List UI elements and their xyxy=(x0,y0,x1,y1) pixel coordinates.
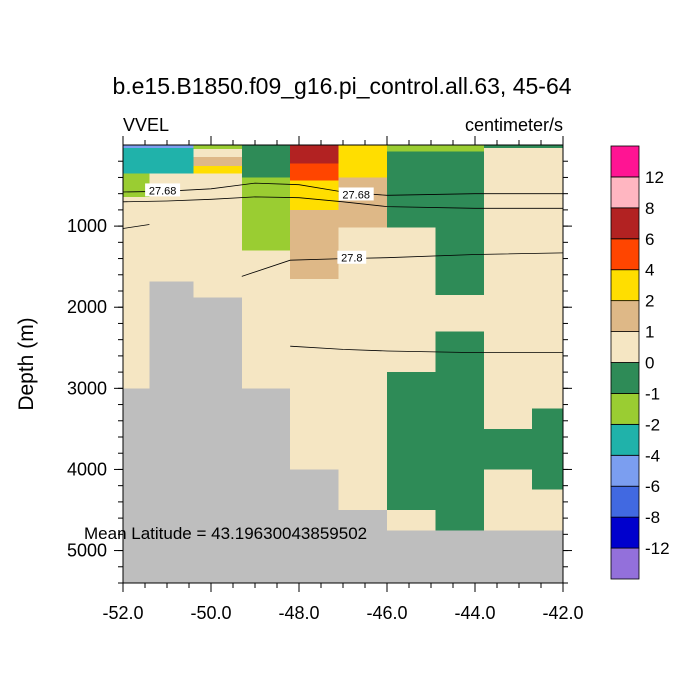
colorbar-swatch xyxy=(610,362,640,394)
contour-labels: 27.68 27.68 27.8 xyxy=(145,183,374,265)
data-cell xyxy=(290,209,339,279)
units-label: centimeter/s xyxy=(465,115,563,135)
colorbar-label: 0 xyxy=(645,354,654,373)
contour-line xyxy=(122,196,563,209)
data-cell xyxy=(532,408,563,490)
colorbar-swatch xyxy=(610,516,640,549)
land-mask xyxy=(387,530,563,583)
contour-label: 27.68 xyxy=(342,189,370,201)
data-cell xyxy=(193,166,242,174)
colorbar-label: 2 xyxy=(645,292,654,311)
colorbar-label: 1 xyxy=(645,323,654,342)
data-cell xyxy=(241,145,291,178)
contour-line xyxy=(122,224,150,229)
data-cell xyxy=(290,163,339,181)
y-tick-label: 1000 xyxy=(67,216,107,236)
colorbar-swatch xyxy=(610,300,640,332)
colorbar-label: -1 xyxy=(645,384,660,403)
data-cell xyxy=(435,331,484,531)
data-cell xyxy=(483,428,533,470)
contour-label-box xyxy=(145,183,181,197)
colorbar-swatch xyxy=(610,331,640,363)
data-cell xyxy=(387,151,484,228)
contour-label: 27.8 xyxy=(341,253,362,265)
data-cell xyxy=(123,145,194,149)
data-cell xyxy=(338,177,387,228)
colorbar-label: 6 xyxy=(645,230,654,249)
colorbar-swatch xyxy=(610,454,640,487)
axis-ticks: -52.0 -50.0 -48.0 -46.0 -44.0 -42.0 1000 2000 30… xyxy=(67,136,584,623)
colorbar-label: -2 xyxy=(645,415,660,434)
y-tick-label: 3000 xyxy=(67,378,107,398)
colorbar-swatch xyxy=(610,547,640,580)
data-cell xyxy=(338,145,387,178)
colorbar-swatch xyxy=(610,176,640,209)
y-tick-label: 4000 xyxy=(67,459,107,479)
x-tick-label: -48.0 xyxy=(278,603,319,623)
x-tick-label: -46.0 xyxy=(366,603,407,623)
y-tick-label: 2000 xyxy=(67,297,107,317)
contour-label: 27.68 xyxy=(149,185,177,197)
data-cell xyxy=(123,173,150,197)
contour-line xyxy=(290,345,563,354)
data-cell xyxy=(435,227,484,296)
data-cell xyxy=(387,372,436,510)
plot-area xyxy=(123,145,563,583)
colorbar-swatch xyxy=(610,485,640,518)
mean-latitude-annotation: Mean Latitude = 43.19630043859502 xyxy=(84,524,367,543)
land-mask xyxy=(123,388,150,583)
data-cell xyxy=(123,148,194,174)
land-mask xyxy=(290,469,339,583)
contour-label-box xyxy=(338,187,374,201)
land-mask xyxy=(193,297,242,583)
data-cell xyxy=(193,157,242,167)
data-cell xyxy=(290,145,339,164)
colorbar-label: -8 xyxy=(645,508,660,527)
land-mask xyxy=(149,281,194,583)
colorbar-label: 12 xyxy=(645,168,664,187)
variable-label: VVEL xyxy=(123,115,169,135)
land-mask xyxy=(338,510,387,583)
x-tick-label: -52.0 xyxy=(102,603,143,623)
data-cell xyxy=(193,145,242,150)
data-cell xyxy=(483,145,563,149)
colorbar-label: -6 xyxy=(645,477,660,496)
data-cell xyxy=(387,145,484,152)
colorbar-label: -12 xyxy=(645,539,670,558)
colorbar-label: 4 xyxy=(645,261,654,280)
contour-lines xyxy=(122,182,564,354)
colorbar-swatch xyxy=(610,423,640,456)
land-mask xyxy=(241,388,291,583)
data-cell xyxy=(241,177,291,251)
y-axis-label: Depth (m) xyxy=(15,317,38,410)
colorbar-swatch xyxy=(610,269,640,302)
contour-label-box xyxy=(337,250,367,264)
x-tick-label: -50.0 xyxy=(190,603,231,623)
colorbar-swatch xyxy=(610,238,640,271)
colorbar-label: -4 xyxy=(645,446,660,465)
colorbar-swatch xyxy=(610,207,640,240)
x-tick-label: -44.0 xyxy=(454,603,495,623)
contour-line xyxy=(122,182,563,196)
colorbar-swatch xyxy=(610,393,640,425)
y-tick-label: 5000 xyxy=(67,541,107,561)
x-tick-label: -42.0 xyxy=(542,603,583,623)
chart-title: b.e15.B1850.f09_g16.pi_control.all.63, 4… xyxy=(112,73,571,99)
colorbar-label: 8 xyxy=(645,199,654,218)
colorbar-swatch xyxy=(610,145,640,178)
data-cell xyxy=(290,180,339,210)
